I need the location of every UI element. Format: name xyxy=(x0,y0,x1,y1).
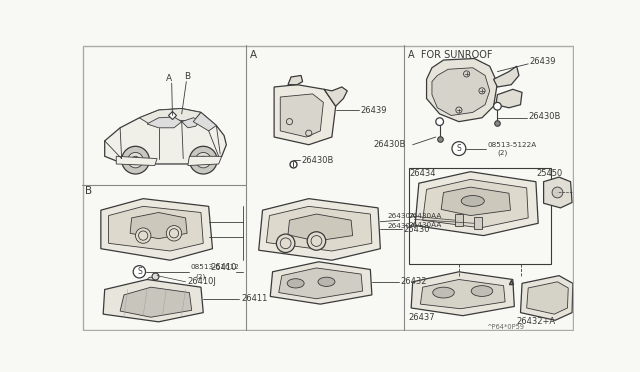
Text: S: S xyxy=(137,267,142,276)
Text: 08513-5122A: 08513-5122A xyxy=(488,142,536,148)
Polygon shape xyxy=(270,262,372,304)
Text: 26430B: 26430B xyxy=(528,112,561,121)
Text: 26430A: 26430A xyxy=(387,212,415,219)
Text: 26434: 26434 xyxy=(410,170,436,179)
Circle shape xyxy=(128,153,143,168)
Ellipse shape xyxy=(318,277,335,286)
Text: (2): (2) xyxy=(196,273,206,280)
Polygon shape xyxy=(415,172,538,235)
Text: 26432: 26432 xyxy=(401,277,427,286)
Text: A  FOR SUNROOF: A FOR SUNROOF xyxy=(408,51,493,60)
Text: B: B xyxy=(84,186,92,196)
Circle shape xyxy=(463,71,470,77)
Polygon shape xyxy=(520,276,573,320)
Text: S: S xyxy=(456,144,461,153)
Polygon shape xyxy=(441,187,511,216)
Ellipse shape xyxy=(461,196,484,206)
Polygon shape xyxy=(280,94,323,137)
Polygon shape xyxy=(288,76,303,85)
Polygon shape xyxy=(543,177,572,208)
Circle shape xyxy=(189,146,217,174)
Circle shape xyxy=(552,187,563,198)
Text: 26410: 26410 xyxy=(211,263,237,272)
Text: 26430AA: 26430AA xyxy=(408,222,442,228)
Text: (2): (2) xyxy=(497,150,508,157)
Polygon shape xyxy=(432,68,490,115)
Polygon shape xyxy=(266,206,372,251)
Circle shape xyxy=(166,225,182,241)
Text: 26430A: 26430A xyxy=(387,222,415,228)
Circle shape xyxy=(452,142,466,155)
Circle shape xyxy=(493,102,501,110)
Text: 08513-51612: 08513-51612 xyxy=(191,264,240,270)
Polygon shape xyxy=(103,279,204,322)
Circle shape xyxy=(307,232,326,250)
Polygon shape xyxy=(496,89,522,108)
Ellipse shape xyxy=(287,279,304,288)
Ellipse shape xyxy=(433,287,454,298)
Ellipse shape xyxy=(471,286,493,296)
Bar xyxy=(455,214,463,226)
Circle shape xyxy=(276,234,295,253)
Text: 26439: 26439 xyxy=(360,106,387,115)
Circle shape xyxy=(133,266,145,278)
Polygon shape xyxy=(259,199,380,260)
Text: 26410J: 26410J xyxy=(187,277,216,286)
Polygon shape xyxy=(182,118,201,128)
Polygon shape xyxy=(130,212,187,239)
Text: 26430B: 26430B xyxy=(301,155,333,165)
Text: 26411: 26411 xyxy=(241,294,268,303)
Circle shape xyxy=(196,153,211,168)
Circle shape xyxy=(436,118,444,125)
Bar xyxy=(474,217,482,230)
Bar xyxy=(409,168,551,264)
Polygon shape xyxy=(288,214,353,241)
Text: 26430AA: 26430AA xyxy=(408,212,442,219)
Polygon shape xyxy=(527,282,568,314)
Text: B: B xyxy=(184,73,190,81)
Polygon shape xyxy=(493,66,519,87)
Polygon shape xyxy=(427,58,497,122)
Text: 26432+A: 26432+A xyxy=(516,317,556,326)
Circle shape xyxy=(136,228,151,243)
Polygon shape xyxy=(101,199,212,260)
Text: 26439: 26439 xyxy=(530,57,556,66)
Polygon shape xyxy=(105,109,227,164)
Polygon shape xyxy=(411,272,515,316)
Circle shape xyxy=(456,107,462,113)
Polygon shape xyxy=(188,156,221,166)
Polygon shape xyxy=(274,85,336,145)
Polygon shape xyxy=(324,87,348,106)
Polygon shape xyxy=(140,109,201,124)
Circle shape xyxy=(147,277,155,285)
Polygon shape xyxy=(420,279,505,309)
Polygon shape xyxy=(422,179,528,228)
Polygon shape xyxy=(116,156,157,166)
Polygon shape xyxy=(120,287,192,317)
Text: 26430B: 26430B xyxy=(373,140,406,149)
Polygon shape xyxy=(147,117,182,128)
Text: ^P64*0P59: ^P64*0P59 xyxy=(486,324,524,330)
Text: 26430: 26430 xyxy=(403,225,430,234)
Polygon shape xyxy=(109,206,204,251)
Polygon shape xyxy=(279,268,363,299)
Text: A: A xyxy=(250,51,257,60)
Circle shape xyxy=(122,146,149,174)
Circle shape xyxy=(479,88,485,94)
Polygon shape xyxy=(193,112,216,131)
Text: 25450: 25450 xyxy=(536,170,562,179)
Text: A: A xyxy=(166,74,172,83)
Text: 26437: 26437 xyxy=(409,314,435,323)
